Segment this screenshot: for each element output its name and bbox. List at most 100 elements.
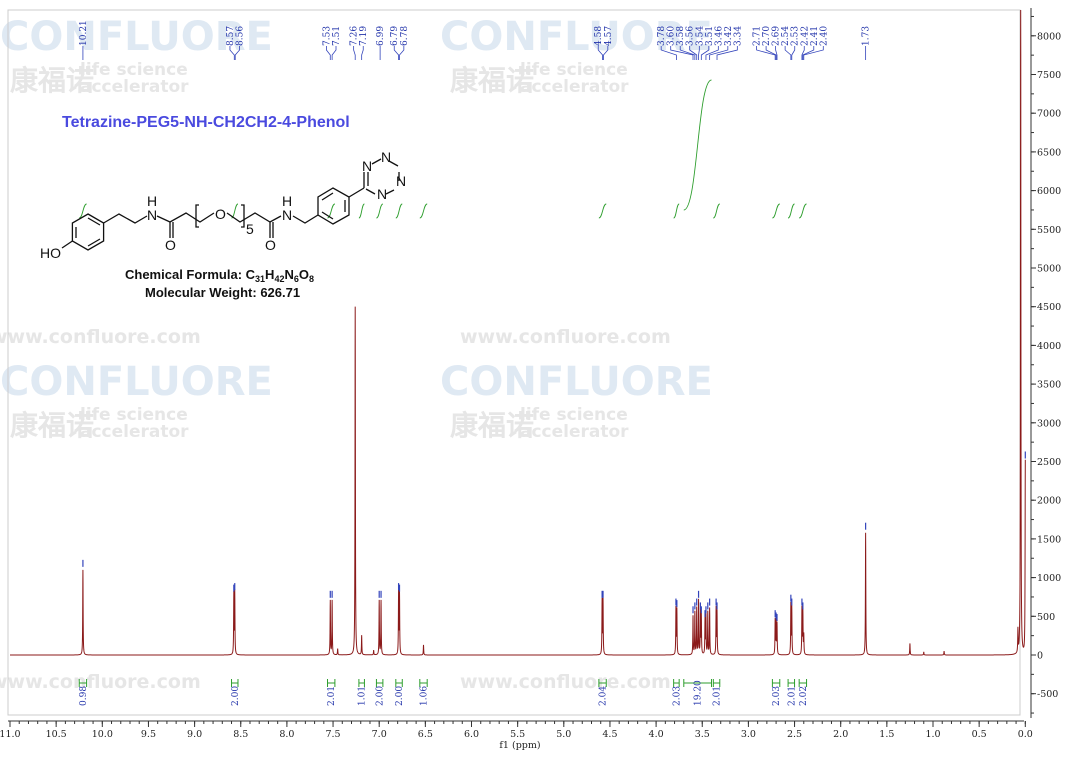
watermark-chinese: 康福诺 <box>10 409 94 442</box>
svg-text:N: N <box>282 207 292 223</box>
svg-text:N: N <box>396 173 406 189</box>
x-tick-label: 1.5 <box>879 729 894 740</box>
integral-bracket <box>712 679 721 687</box>
integral-value: 2.00 <box>395 686 405 706</box>
watermark-tagline: accelerator <box>80 422 189 442</box>
watermark-tagline: accelerator <box>80 77 189 97</box>
chemical-structure <box>61 158 400 251</box>
peak-label-leader <box>331 46 337 60</box>
x-tick-label: 5.5 <box>510 729 525 740</box>
integral-curve <box>395 203 403 219</box>
y-tick-label: 1000 <box>1037 573 1061 584</box>
integral-bracket <box>771 679 781 687</box>
y-tick-label: 0 <box>1037 651 1043 662</box>
spectrum-line <box>10 9 1026 656</box>
x-tick-label: 6.0 <box>464 729 479 740</box>
integral-curve <box>787 203 795 219</box>
integral-value: 2.04 <box>599 686 609 706</box>
integral-curve <box>683 79 712 211</box>
x-tick-label: 2.5 <box>787 729 802 740</box>
integral-curve <box>327 203 336 219</box>
peak-label-leader <box>399 46 405 60</box>
x-axis-label: f1 (ppm) <box>499 740 540 751</box>
peak-label: 3.46 <box>714 26 724 46</box>
y-tick-label: 4000 <box>1037 341 1061 352</box>
peak-label-leader <box>361 46 364 60</box>
peak-label-leader <box>801 46 805 60</box>
x-tick-label: 0.0 <box>1018 729 1033 740</box>
peak-label: 3.42 <box>724 26 734 46</box>
peak-label: 2.71 <box>753 26 763 46</box>
integral-bracket <box>327 679 336 687</box>
integral-bracket <box>231 679 239 687</box>
integral-bracket <box>395 679 403 687</box>
integral-bracket <box>375 679 384 687</box>
peak-label: 6.78 <box>400 26 410 46</box>
x-tick-label: 3.5 <box>695 729 710 740</box>
peak-label: 2.53 <box>791 26 801 46</box>
integral-curves <box>79 79 807 219</box>
watermark-url: www.confluore.com <box>0 326 201 348</box>
svg-text:O: O <box>215 206 226 222</box>
compound-title: Tetrazine-PEG5-NH-CH2CH2-4-Phenol <box>62 114 350 131</box>
x-tick-label: 8.5 <box>233 729 248 740</box>
svg-text:N: N <box>377 186 387 202</box>
integral-value: 2.01 <box>787 686 797 706</box>
watermark-url: www.confluore.com <box>460 326 671 348</box>
svg-text:O: O <box>165 237 176 253</box>
y-tick-label: 3500 <box>1037 380 1061 391</box>
peak-label-leader <box>393 46 399 60</box>
integral-value: 2.00 <box>376 686 386 706</box>
x-tick-label: 4.5 <box>602 729 617 740</box>
watermark-tagline: accelerator <box>520 77 629 97</box>
x-tick-label: 3.0 <box>741 729 756 740</box>
peak-label-leader <box>802 46 815 60</box>
peak-label-leader <box>775 46 778 60</box>
watermark-brand: CONFLUORE <box>0 14 273 60</box>
peak-label: 1.73 <box>862 26 872 46</box>
peak-label: 7.53 <box>322 26 332 46</box>
peak-label-leader <box>353 46 356 60</box>
y-tick-label: 4500 <box>1037 302 1061 313</box>
x-tick-label: 10.5 <box>46 729 67 740</box>
peak-label-leader <box>597 46 603 60</box>
x-axis: 11.0 10.5 10.0 9.5 9.0 8.5 8.0 7.5 7.0 6.5 6.0 5.5 5… <box>0 720 1033 740</box>
integral-value: 2.02 <box>799 686 809 706</box>
y-tick-label: 500 <box>1037 612 1055 623</box>
y-tick-label: -500 <box>1037 689 1058 700</box>
integral-bracket <box>683 679 712 687</box>
structure-atoms: HO N H O O 5 O N H N N N N <box>40 149 406 261</box>
watermark-url: www.confluore.com <box>0 671 201 693</box>
svg-text:5: 5 <box>246 221 254 237</box>
peak-label: 8.57 <box>226 26 236 46</box>
peak-label: 3.60 <box>667 26 677 46</box>
svg-text:HO: HO <box>40 245 61 261</box>
integral-value: 0.98 <box>79 686 89 706</box>
integral-curve <box>598 203 607 219</box>
peak-label: 2.70 <box>762 26 772 46</box>
peak-label-leader <box>700 46 710 60</box>
watermark-tagline: life science <box>520 60 628 80</box>
peak-label-leader <box>229 46 235 60</box>
svg-text:N: N <box>381 149 391 165</box>
watermark-tagline: life science <box>80 60 188 80</box>
integral-curve <box>358 203 365 219</box>
svg-text:H: H <box>282 193 292 209</box>
y-tick-label: 3000 <box>1037 418 1061 429</box>
peak-label-leader <box>784 46 792 60</box>
peak-label-leader <box>698 46 700 60</box>
watermark-brand: CONFLUORE <box>440 359 713 405</box>
peak-label: 3.51 <box>705 26 715 46</box>
x-tick-label: 10.0 <box>92 729 113 740</box>
integral-value: 2.00 <box>231 686 241 706</box>
watermark-tagline: accelerator <box>520 422 629 442</box>
x-tick-label: 2.0 <box>833 729 848 740</box>
peak-label: 10.21 <box>79 20 89 46</box>
peak-label: 2.42 <box>800 26 810 46</box>
peak-label-leader <box>803 46 824 60</box>
peak-label: 3.56 <box>686 26 696 46</box>
y-tick-label: 2500 <box>1037 457 1061 468</box>
y-tick-label: 1500 <box>1037 534 1061 545</box>
peak-label-leader <box>689 46 698 60</box>
x-tick-label: 0.5 <box>972 729 987 740</box>
